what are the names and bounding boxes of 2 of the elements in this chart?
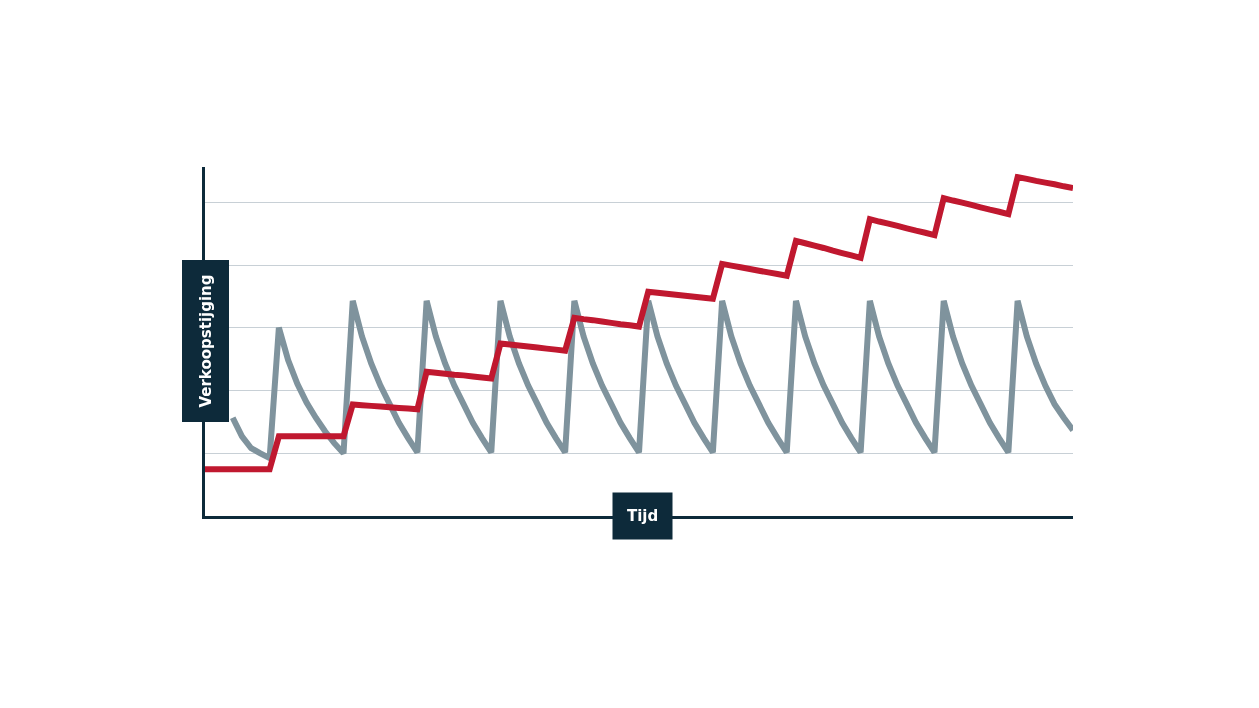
y-axis-title: Verkoopstijging <box>196 274 215 408</box>
x-axis-title: Tijd <box>627 507 659 525</box>
